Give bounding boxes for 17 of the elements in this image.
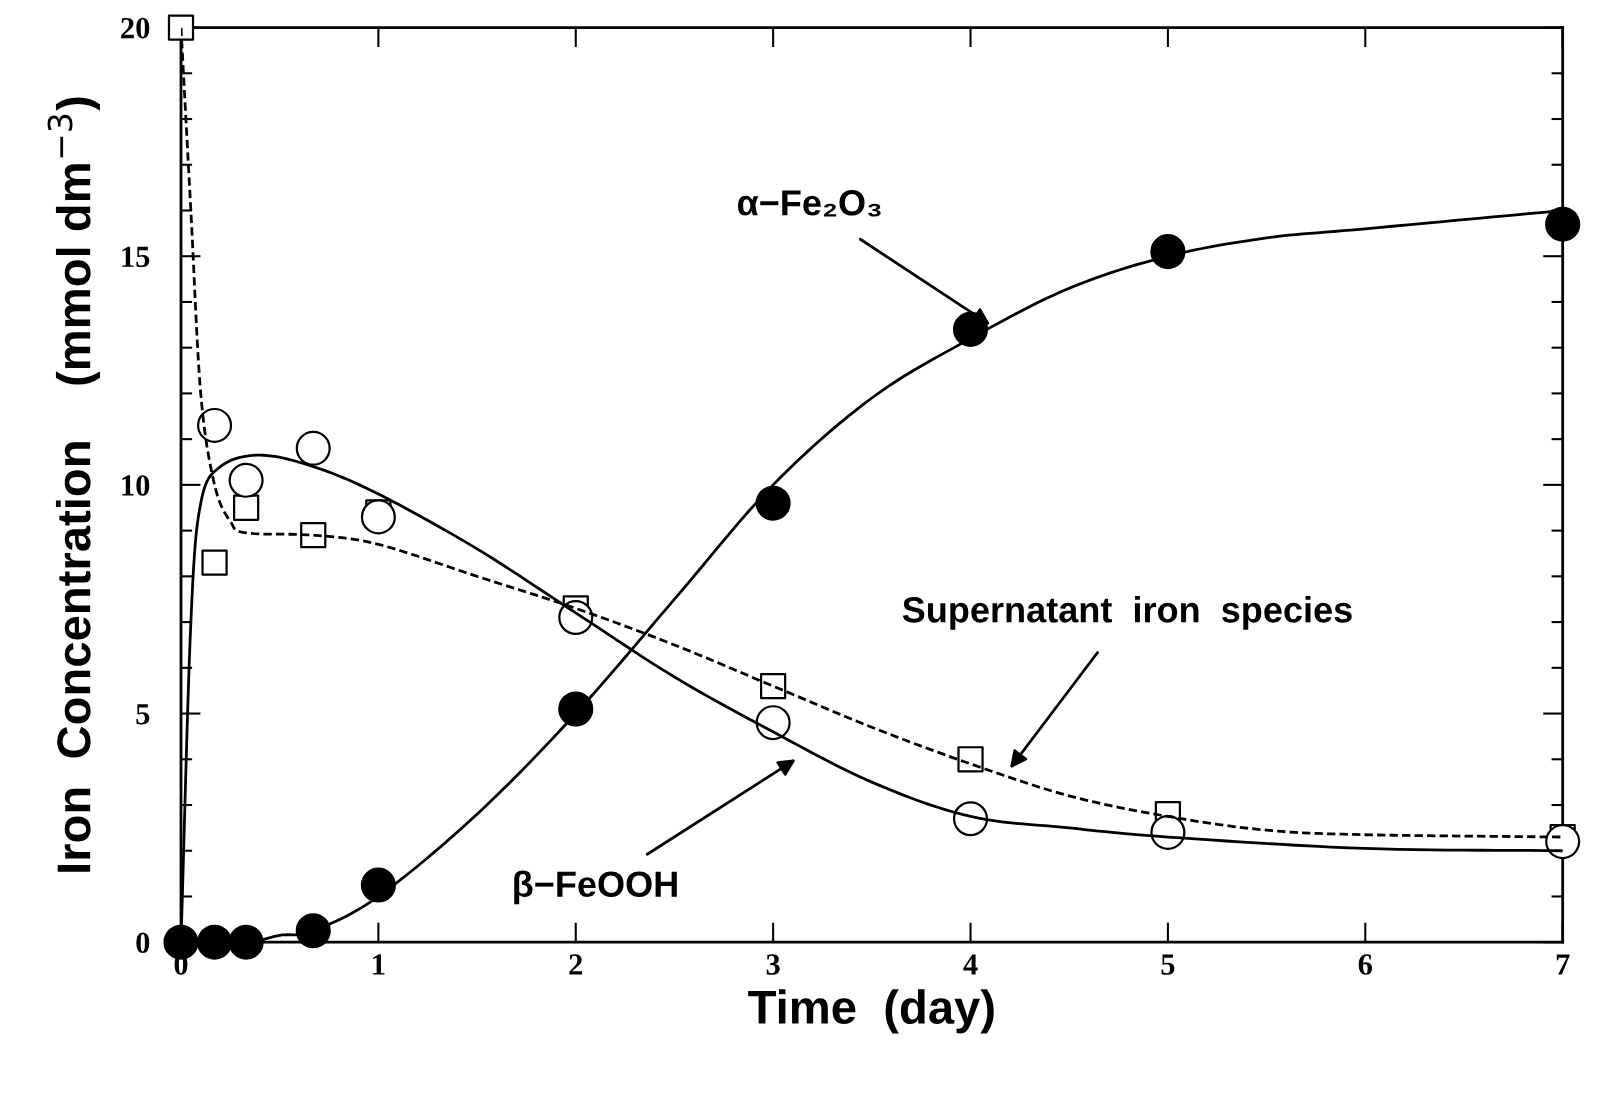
x-axis-title: Time (day) <box>748 989 994 1034</box>
x-tick-label: 5 <box>1161 954 1175 975</box>
x-tick-label: 4 <box>963 954 978 975</box>
annotation: Supernatant iron species <box>902 596 1352 630</box>
y-tick-label: 5 <box>136 704 150 725</box>
annotation: α−Fe₂O₃ <box>737 190 881 217</box>
y-tick-label: 10 <box>122 475 150 496</box>
annotation: β−FeOOH <box>514 870 677 905</box>
y-axis-title: Iron Concentration (mmol dm$^{−3}$) <box>47 97 100 872</box>
x-tick-label: 7 <box>1556 954 1570 975</box>
y-tick-label: 20 <box>121 17 150 39</box>
y-tick-label: 15 <box>122 246 150 268</box>
x-tick-label: 2 <box>569 954 583 975</box>
x-tick-label: 3 <box>766 954 780 975</box>
x-tick-label: 6 <box>1358 954 1373 975</box>
y-tick-label: 0 <box>136 932 150 954</box>
x-tick-label: 1 <box>373 954 385 975</box>
